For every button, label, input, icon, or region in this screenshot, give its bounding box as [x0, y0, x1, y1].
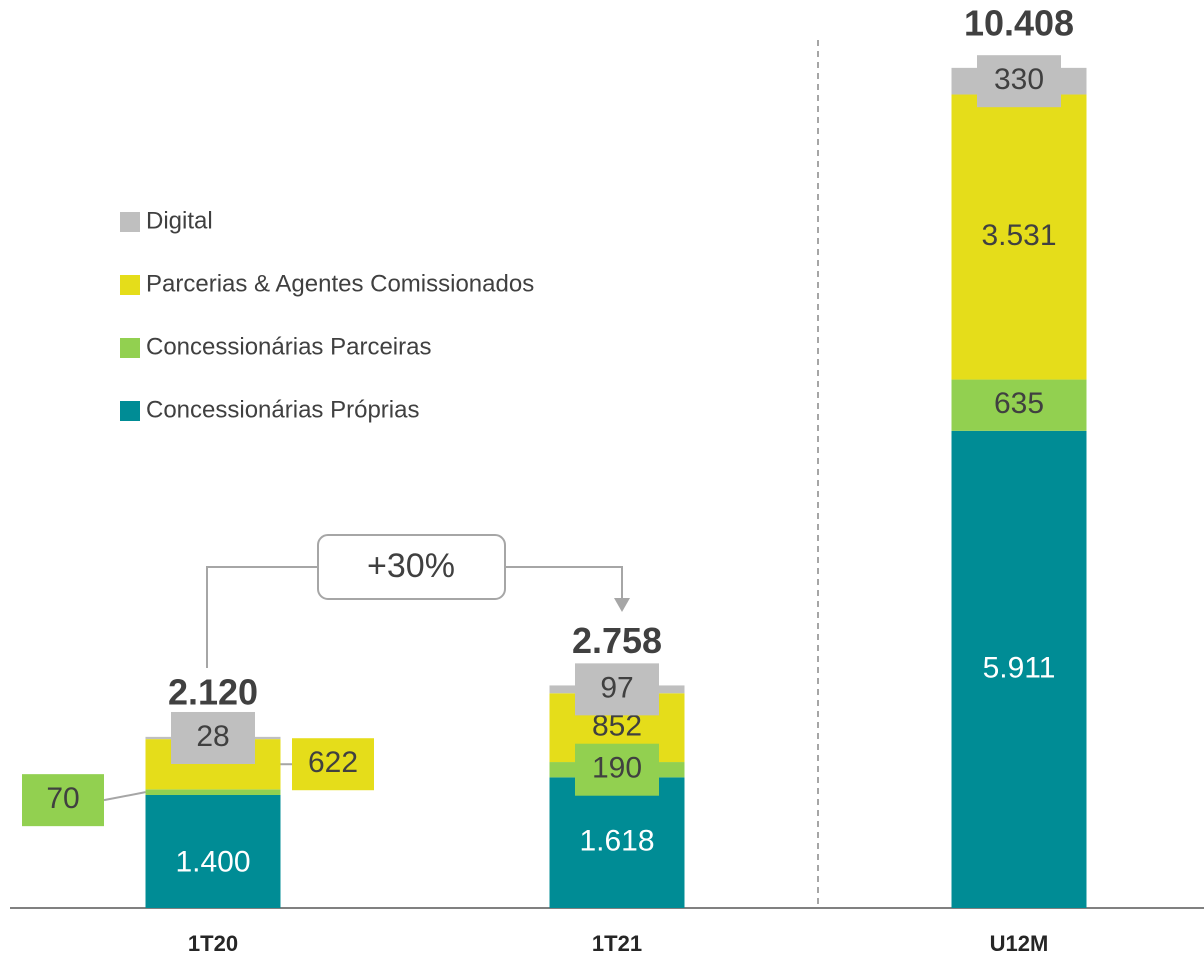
legend-label: Digital [146, 207, 213, 234]
value-label: 635 [994, 387, 1044, 420]
legend-swatch [120, 275, 140, 295]
label-box [977, 55, 1061, 108]
leader-line [103, 791, 146, 802]
value-label: 28 [196, 720, 229, 753]
legend-swatch [120, 338, 140, 358]
legend-label: Concessionárias Próprias [146, 396, 419, 423]
label-box [22, 774, 104, 827]
label-box [575, 663, 659, 716]
total-label: 2.758 [572, 620, 662, 661]
total-label: 10.408 [964, 2, 1074, 43]
x-tick-label: U12M [990, 931, 1049, 956]
bar-segment [549, 777, 685, 908]
bar-segment [951, 94, 1087, 380]
label-box [575, 743, 659, 796]
value-label: 330 [994, 63, 1044, 96]
bar-segment [951, 430, 1087, 908]
value-label: 1.618 [579, 825, 654, 858]
annotation: +30% [367, 547, 455, 585]
annotation-bracket [505, 566, 623, 600]
annotation-arrow [614, 598, 630, 612]
legend-swatch [120, 401, 140, 421]
legend-label: Concessionárias Parceiras [146, 333, 431, 360]
annotation-box [317, 534, 506, 600]
x-tick-label: 1T20 [188, 931, 238, 956]
value-label: 97 [600, 671, 633, 704]
value-label: 70 [46, 782, 79, 815]
bar-segment [951, 379, 1087, 431]
value-label: 1.400 [175, 845, 250, 878]
legend-swatch [120, 212, 140, 232]
value-label: 190 [592, 752, 642, 785]
annotation-bracket [206, 566, 318, 668]
label-box [292, 738, 374, 791]
total-label: 2.120 [168, 671, 258, 712]
value-label: 3.531 [981, 219, 1056, 252]
legend-label: Parcerias & Agentes Comissionados [146, 270, 534, 297]
value-label: 622 [308, 746, 358, 779]
label-box [171, 711, 255, 764]
x-tick-label: 1T21 [592, 931, 642, 956]
value-label: 5.911 [983, 651, 1056, 684]
bar-segment [145, 789, 281, 795]
bar-segment [145, 794, 281, 908]
